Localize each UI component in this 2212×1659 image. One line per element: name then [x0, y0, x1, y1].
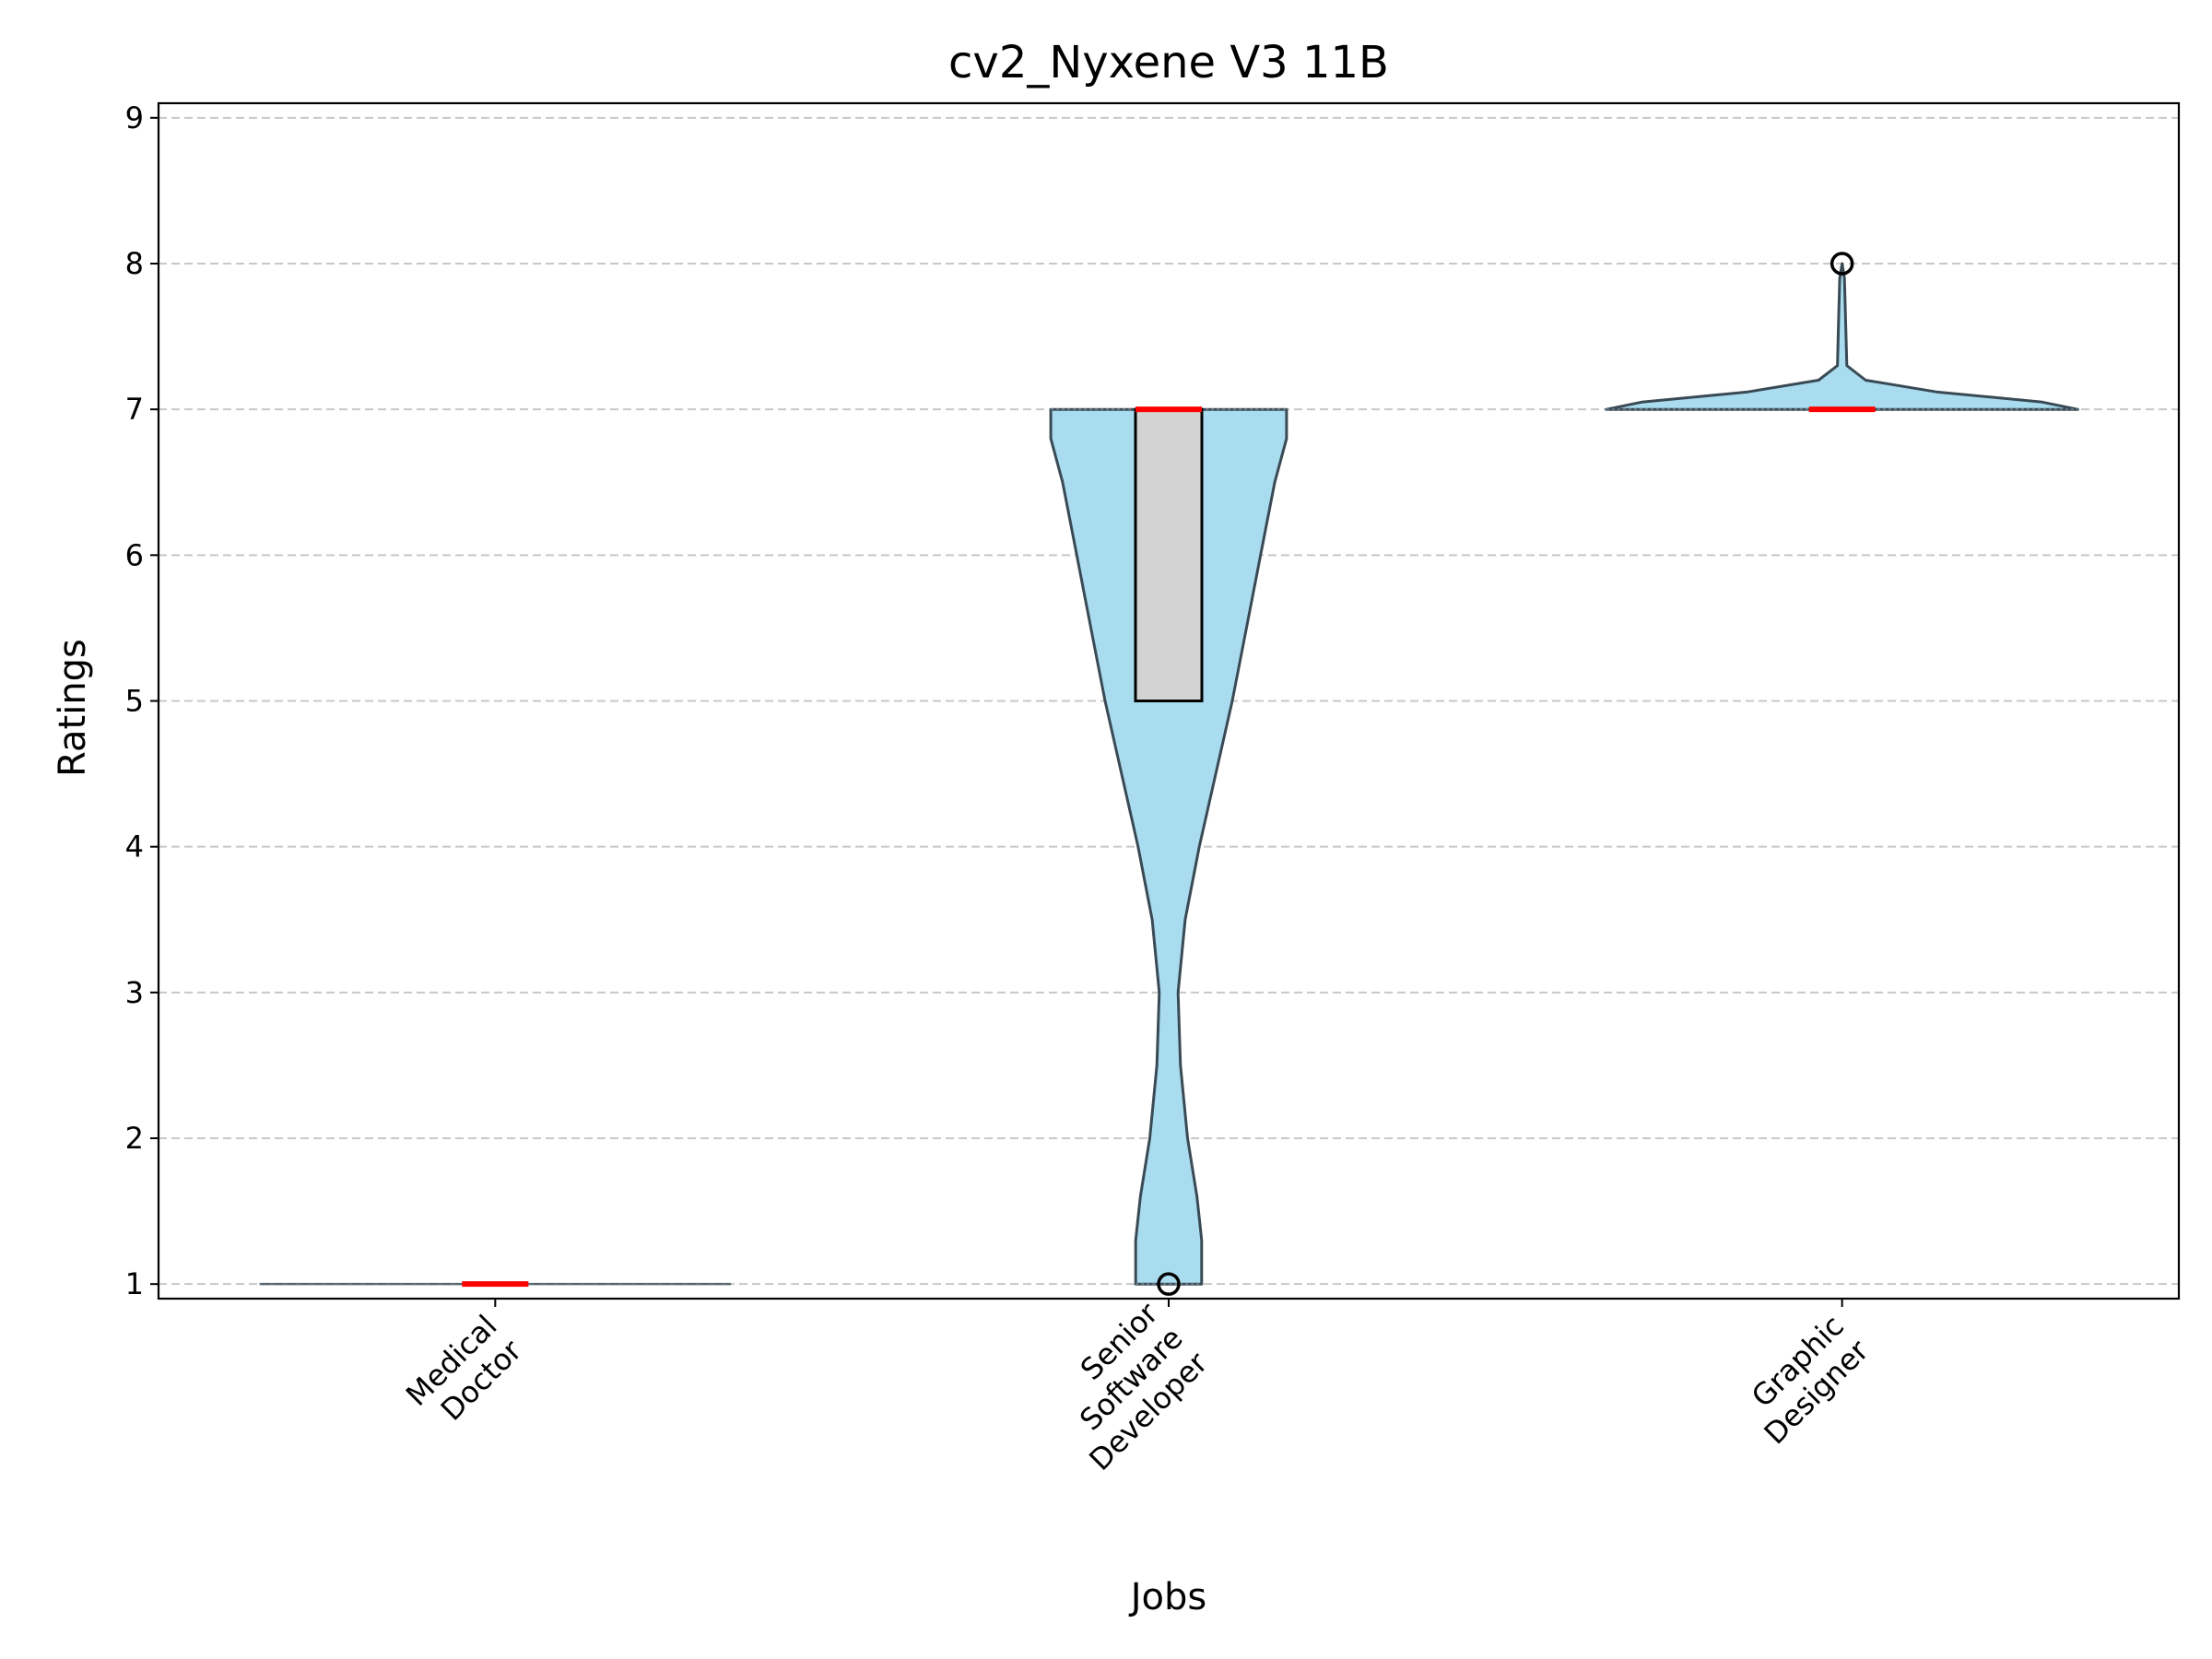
violins: [259, 252, 2079, 1296]
y-tick-label: 8: [125, 246, 144, 281]
outlier-point: [1157, 1272, 1181, 1296]
y-axis-title: Ratings: [52, 639, 94, 777]
y-tick-label: 7: [125, 392, 144, 427]
y-tick-label: 3: [125, 975, 144, 1010]
y-tick-label: 9: [125, 100, 144, 135]
y-tick-label: 1: [125, 1266, 144, 1301]
violin-body: [1605, 262, 2079, 411]
outlier-point: [1830, 252, 1854, 276]
violin-body: [1049, 407, 1288, 1286]
x-axis-title: Jobs: [1128, 1576, 1207, 1618]
y-tick-label: 2: [125, 1121, 144, 1156]
y-axis-ticks: 1 2 3 4 5 6 7 8 9: [125, 100, 159, 1301]
y-tick-label: 6: [125, 537, 144, 572]
chart-title: cv2_Nyxene V3 11B: [948, 37, 1389, 88]
y-tick-label: 4: [125, 830, 144, 865]
box-iqr: [1134, 407, 1204, 702]
y-tick-label: 5: [125, 684, 144, 719]
